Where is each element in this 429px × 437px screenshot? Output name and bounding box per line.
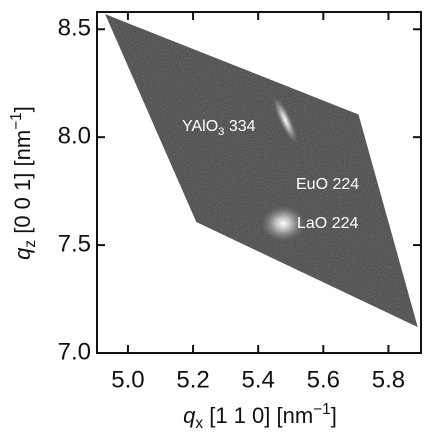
annotation-text: EuO 224 xyxy=(296,176,359,193)
x-tick-label: 5.8 xyxy=(372,366,405,393)
annotation-text: YAlO xyxy=(182,118,218,135)
y-label-subscript: z xyxy=(22,240,39,248)
x-tick-label: 5.6 xyxy=(307,366,340,393)
x-tick-label: 5.4 xyxy=(241,366,274,393)
y-tick-label: 8.5 xyxy=(58,15,91,42)
plot-area xyxy=(97,12,421,353)
y-tick-label: 7.0 xyxy=(58,338,91,365)
annotation-text: 334 xyxy=(224,118,255,135)
x-tick-label: 5.2 xyxy=(176,366,209,393)
x-label-text: [1 1 0] [nm xyxy=(203,403,313,428)
y-label-superscript: −1 xyxy=(8,112,25,130)
x-label-close: ] xyxy=(331,403,337,428)
y-label-text: [0 0 1] [nm xyxy=(10,130,35,240)
annotation-text: LaO 224 xyxy=(297,215,358,232)
x-label-superscript: −1 xyxy=(313,401,331,418)
y-label-symbol: q xyxy=(10,247,35,260)
y-tick-label: 7.5 xyxy=(58,230,91,257)
x-label-symbol: q xyxy=(183,403,196,428)
chart: 5.0 5.2 5.4 5.6 5.8 7.0 7.5 8.0 8.5 qx [1 1 0] [… xyxy=(0,0,429,437)
x-axis-label: qx [1 1 0] [nm−1] xyxy=(183,401,337,432)
annotation: LaO 224 xyxy=(297,215,358,232)
y-tick-label: 8.0 xyxy=(58,123,91,150)
noise-texture xyxy=(97,12,421,353)
annotation: EuO 224 xyxy=(296,176,359,193)
y-label-close: ] xyxy=(10,106,35,112)
x-tick-label: 5.0 xyxy=(111,366,144,393)
y-axis-label: qz [0 0 1] [nm−1] xyxy=(8,106,39,260)
